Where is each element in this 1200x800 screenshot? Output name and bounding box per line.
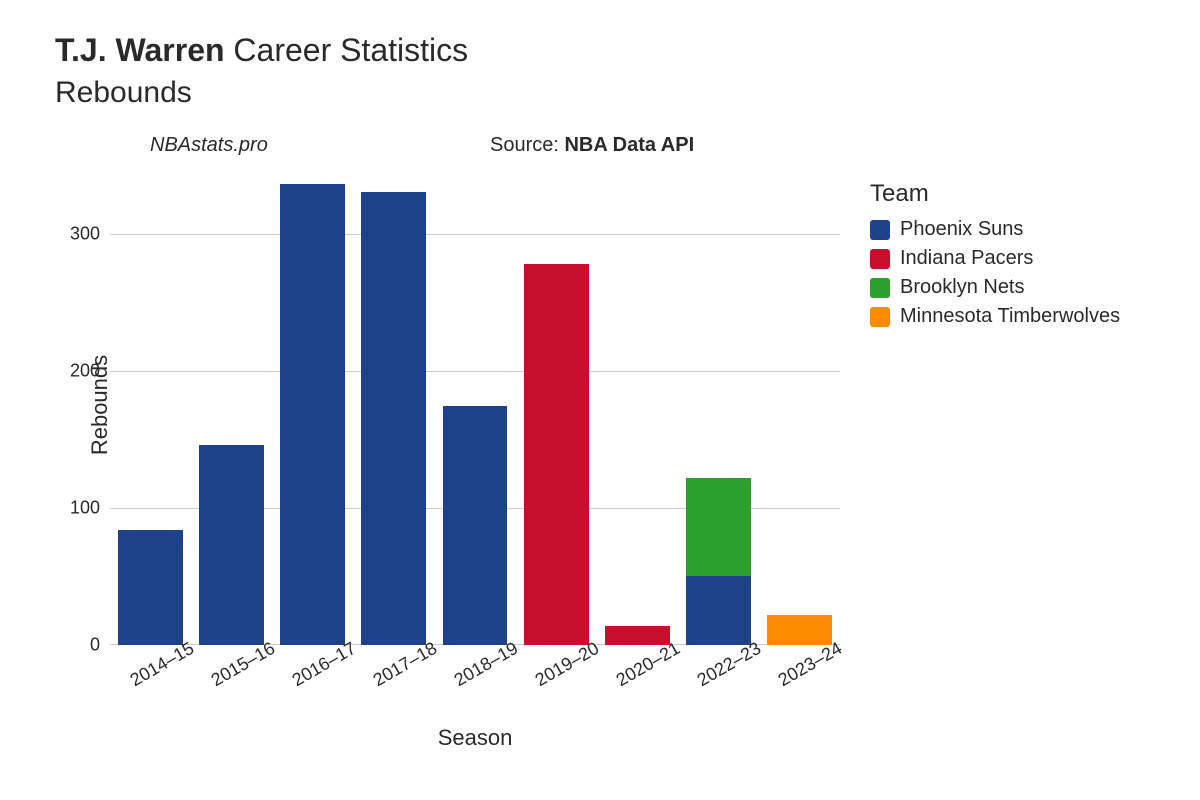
chart-container: T.J. Warren Career Statistics Rebounds N… bbox=[0, 0, 1200, 800]
bar-segment bbox=[443, 406, 508, 645]
x-axis-label: Season bbox=[438, 725, 513, 751]
bar-segment bbox=[686, 478, 751, 577]
bar bbox=[361, 192, 426, 645]
bar-segment bbox=[199, 445, 264, 645]
y-tick-label: 200 bbox=[70, 360, 110, 381]
plot-area: Rebounds Season 01002003002014–152015–16… bbox=[110, 165, 840, 645]
chart-subtitle: Rebounds bbox=[55, 76, 192, 110]
legend-swatch bbox=[870, 278, 890, 298]
legend-label: Brooklyn Nets bbox=[900, 276, 1025, 299]
bar bbox=[199, 445, 264, 645]
chart-title-bold: T.J. Warren bbox=[55, 32, 225, 68]
legend-item: Indiana Pacers bbox=[870, 247, 1120, 270]
watermark-text: NBAstats.pro bbox=[150, 134, 268, 157]
legend-item: Phoenix Suns bbox=[870, 218, 1120, 241]
bar-segment bbox=[280, 184, 345, 645]
legend-label: Phoenix Suns bbox=[900, 218, 1023, 241]
bar bbox=[280, 184, 345, 645]
legend: Team Phoenix Suns Indiana Pacers Brooklyn … bbox=[870, 180, 1120, 334]
legend-title: Team bbox=[870, 180, 1120, 208]
y-tick-label: 100 bbox=[70, 497, 110, 518]
legend-swatch bbox=[870, 249, 890, 269]
source-prefix: Source: bbox=[490, 134, 564, 156]
bar-segment bbox=[361, 192, 426, 645]
gridline bbox=[110, 234, 840, 235]
legend-label: Minnesota Timberwolves bbox=[900, 305, 1120, 328]
bar-segment bbox=[118, 530, 183, 645]
legend-swatch bbox=[870, 220, 890, 240]
source-text: Source: NBA Data API bbox=[490, 134, 694, 157]
chart-title-rest: Career Statistics bbox=[225, 32, 469, 68]
gridline bbox=[110, 371, 840, 372]
bar bbox=[443, 406, 508, 645]
y-tick-label: 300 bbox=[70, 223, 110, 244]
bar bbox=[686, 478, 751, 645]
legend-item: Brooklyn Nets bbox=[870, 276, 1120, 299]
chart-title: T.J. Warren Career Statistics bbox=[55, 32, 468, 69]
legend-item: Minnesota Timberwolves bbox=[870, 305, 1120, 328]
y-tick-label: 0 bbox=[90, 635, 110, 656]
bar-segment bbox=[524, 264, 589, 645]
bar bbox=[524, 264, 589, 645]
legend-swatch bbox=[870, 307, 890, 327]
source-name: NBA Data API bbox=[564, 134, 694, 156]
legend-label: Indiana Pacers bbox=[900, 247, 1033, 270]
bar bbox=[118, 530, 183, 645]
